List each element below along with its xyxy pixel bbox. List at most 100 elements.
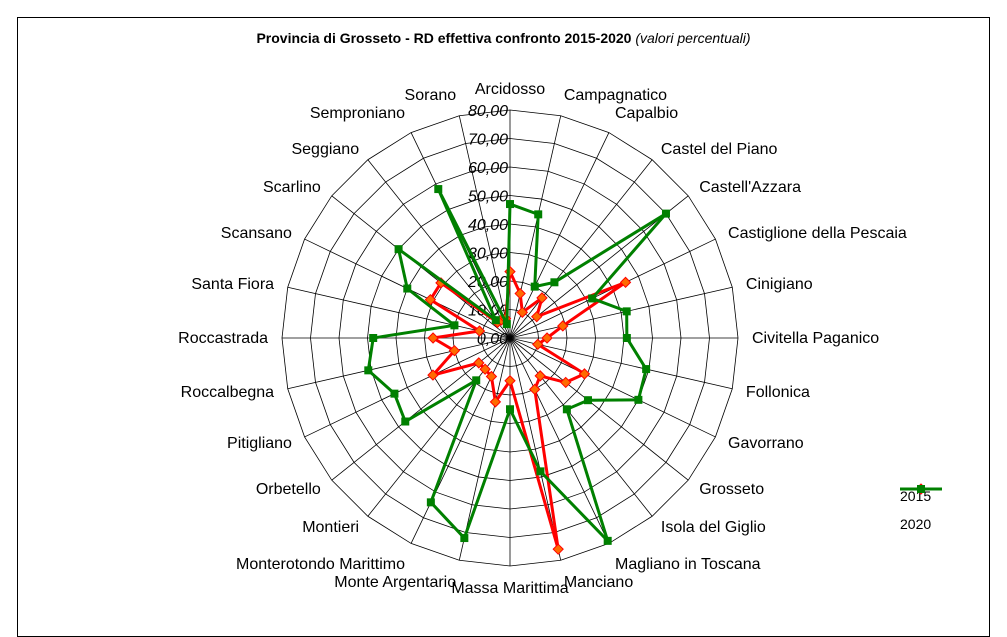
data-point-2020 — [536, 467, 545, 476]
data-point-2020 — [583, 396, 592, 405]
data-point-2020 — [434, 185, 443, 194]
grid-spoke — [410, 337, 511, 544]
data-point-2020 — [403, 284, 412, 293]
data-point-2015 — [504, 375, 516, 387]
category-label: Manciano — [564, 574, 633, 591]
grid-spoke — [304, 337, 511, 438]
data-point-2015 — [578, 368, 591, 380]
data-point-2020 — [472, 376, 481, 385]
category-label: Scarlino — [263, 179, 321, 196]
category-label: Follonica — [746, 384, 810, 401]
category-label: Isola del Giglio — [661, 519, 766, 536]
chart-subtitle: (valori percentuali) — [635, 30, 751, 46]
data-point-2020 — [460, 534, 469, 543]
series-line-2020 — [366, 188, 668, 542]
data-point-2020 — [622, 334, 631, 342]
data-point-2020 — [634, 395, 643, 404]
data-point-2020 — [550, 278, 559, 287]
category-label: Grosseto — [699, 481, 764, 498]
category-label: Castel del Piano — [661, 141, 778, 158]
data-point-2015 — [541, 332, 553, 344]
data-point-2020 — [661, 209, 670, 218]
category-label: Scansano — [221, 225, 292, 242]
grid-spoke — [287, 337, 511, 390]
category-label: Monte Argentario — [334, 574, 456, 591]
data-point-2020 — [450, 321, 459, 330]
grid-spoke — [509, 286, 733, 339]
data-point-2015 — [516, 306, 529, 319]
grid-spoke — [331, 337, 511, 481]
category-label: Roccastrada — [178, 330, 268, 347]
category-label: Arcidosso — [475, 81, 545, 98]
grid-spoke — [509, 337, 689, 481]
grid-spoke — [509, 337, 610, 544]
data-point-2015 — [531, 310, 543, 323]
category-label: Pitigliano — [227, 435, 292, 452]
data-point-2020 — [491, 316, 500, 325]
grid-spoke — [509, 337, 733, 390]
category-label: Campagnatico — [564, 87, 667, 104]
data-point-2020 — [369, 334, 378, 342]
data-point-2015 — [514, 287, 526, 300]
data-point-2015 — [485, 370, 498, 383]
category-label: Magliano in Toscana — [615, 556, 761, 573]
legend-item-2020: 2020 — [900, 485, 942, 538]
category-label: Massa Marittima — [451, 580, 568, 597]
data-point-2020 — [506, 200, 514, 209]
data-point-2020 — [534, 210, 543, 219]
radial-tick-label: 70,00 — [468, 132, 508, 149]
radial-tick-label: 30,00 — [468, 246, 508, 263]
data-point-2020 — [622, 307, 631, 316]
data-point-2020 — [390, 389, 399, 398]
category-label: Capalbio — [615, 105, 678, 122]
grid-spoke — [509, 337, 716, 438]
grid-spoke — [367, 159, 511, 339]
data-point-2015 — [534, 370, 546, 382]
data-point-2015 — [536, 292, 548, 304]
grid-spoke — [367, 337, 511, 517]
category-label: Santa Fiora — [191, 276, 274, 293]
radial-tick-label: 40,00 — [468, 217, 508, 234]
data-point-2020 — [603, 536, 612, 545]
category-label: Monterotondo Marittimo — [236, 556, 405, 573]
data-point-2020 — [401, 417, 410, 426]
data-point-2015 — [427, 369, 439, 381]
data-point-2020 — [562, 405, 571, 414]
data-point-2015 — [473, 357, 485, 369]
category-label: Roccalbegna — [181, 384, 275, 401]
chart-title: Provincia di Grosseto - RD effettiva con… — [0, 30, 1007, 46]
category-label: Civitella Paganico — [752, 330, 879, 347]
data-point-2015 — [448, 344, 461, 357]
data-point-2015 — [427, 332, 439, 344]
category-label: Gavorrano — [728, 435, 804, 452]
category-label: Orbetello — [256, 481, 321, 498]
grid-spoke — [509, 132, 610, 339]
grid-spoke — [509, 159, 653, 339]
data-point-2015 — [619, 276, 632, 289]
legend-swatch-2020 — [900, 485, 942, 493]
radial-tick-label: 60,00 — [468, 160, 508, 177]
data-point-2015 — [557, 320, 569, 332]
data-point-2020 — [394, 245, 403, 254]
data-point-2015 — [529, 383, 541, 396]
legend: 2015 2020 — [900, 482, 942, 538]
radial-tick-label: 50,00 — [468, 189, 508, 206]
grid-spoke — [509, 115, 562, 339]
grid-spoke — [458, 115, 511, 339]
category-label: Semproniano — [310, 105, 405, 122]
grid-spoke — [287, 286, 511, 339]
data-point-2020 — [530, 282, 539, 291]
data-point-2015 — [532, 338, 544, 351]
category-label: Montieri — [302, 519, 359, 536]
data-point-2020 — [588, 294, 597, 303]
data-point-2020 — [502, 320, 511, 329]
grid-spoke — [509, 337, 653, 517]
radial-tick-label: 0,00 — [477, 331, 508, 348]
data-point-2015 — [473, 325, 486, 337]
data-point-2015 — [489, 396, 502, 408]
data-point-2015 — [479, 363, 491, 375]
data-point-2020 — [364, 366, 373, 375]
category-label: Sorano — [405, 87, 457, 104]
chart-title-main: Provincia di Grosseto - RD effettiva con… — [256, 30, 632, 46]
